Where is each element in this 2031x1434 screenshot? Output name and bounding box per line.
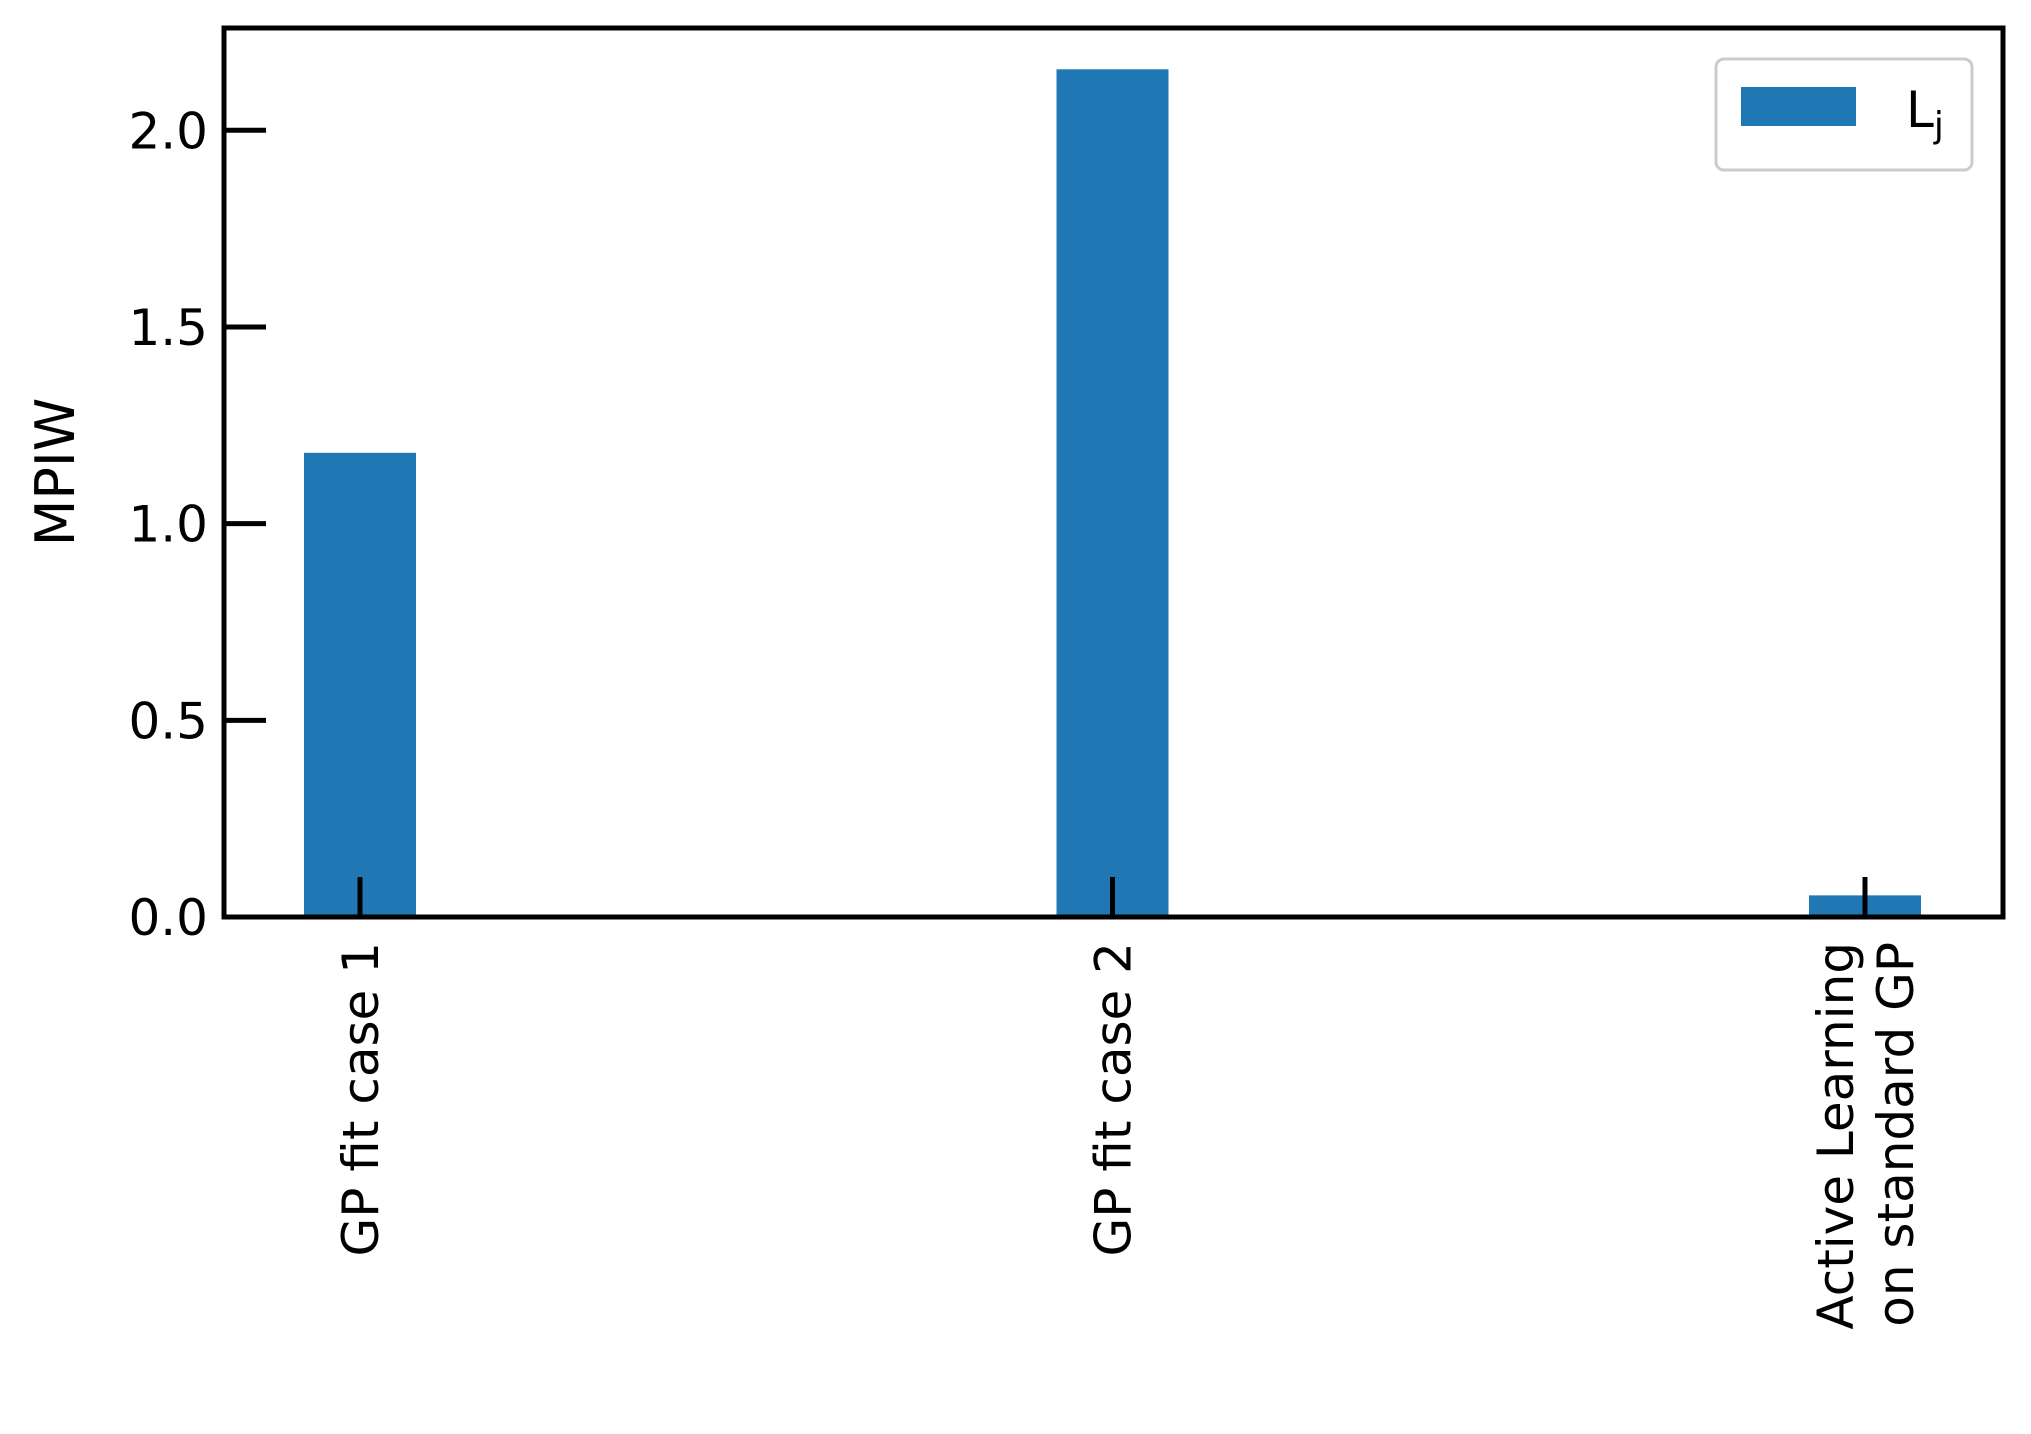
y-tick-label-2: 0.5 <box>128 692 208 750</box>
bar-1 <box>304 452 416 917</box>
x-tick-label-line: GP fit case 1 <box>332 942 390 1256</box>
y-tick-label-3: 1.0 <box>128 496 208 554</box>
x-tick-label-1: GP fit case 1 <box>332 942 390 1256</box>
legend-label: Lj <box>1906 81 1944 146</box>
legend-label-subscript: j <box>1933 105 1944 146</box>
x-tick-label-line: on standard GP <box>1867 942 1925 1327</box>
x-tick-label-line: GP fit case 2 <box>1085 942 1143 1256</box>
y-tick-label-1: 0.0 <box>128 889 208 947</box>
x-ticks-layer: GP fit case 1 GP fit case 2 Active Learnin… <box>332 877 1925 1330</box>
y-tick-label-4: 1.5 <box>128 299 208 357</box>
y-axis-label: MPIW <box>24 398 87 546</box>
bars-layer <box>304 69 1921 917</box>
x-tick-label-2: GP fit case 2 <box>1085 942 1143 1256</box>
x-tick-label-3: Active Learningon standard GP <box>1807 942 1925 1330</box>
y-ticks-layer: 0.0 0.5 1.0 1.5 2.0 <box>128 102 266 947</box>
legend: Lj <box>1714 57 1974 172</box>
y-tick-label-5: 2.0 <box>128 102 208 160</box>
legend-swatch <box>1741 87 1856 126</box>
bar-2 <box>1056 69 1169 917</box>
legend-label-main: L <box>1906 81 1934 139</box>
plot-frame <box>221 25 2006 920</box>
x-tick-label-line: Active Learning <box>1807 942 1865 1330</box>
